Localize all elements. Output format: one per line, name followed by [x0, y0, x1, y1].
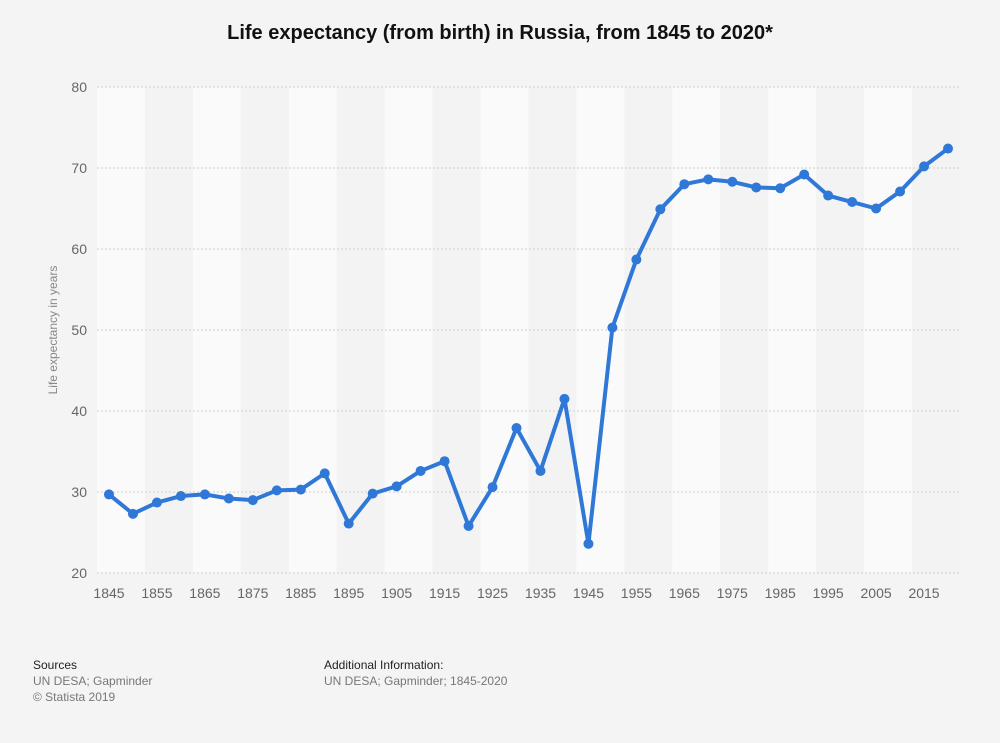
data-point	[511, 423, 522, 434]
data-point	[391, 481, 402, 492]
data-point	[535, 465, 546, 476]
data-point	[439, 456, 450, 467]
y-tick-label: 80	[71, 79, 87, 95]
background-band	[528, 87, 577, 573]
data-point	[727, 176, 738, 187]
x-tick-label: 1885	[285, 585, 316, 601]
background-band	[720, 87, 769, 573]
x-tick-label: 2015	[908, 585, 939, 601]
sources-line-1: UN DESA; Gapminder	[33, 674, 153, 688]
x-tick-label: 1905	[381, 585, 412, 601]
x-tick-label: 1985	[765, 585, 796, 601]
data-point	[895, 186, 906, 197]
data-point	[151, 497, 162, 508]
data-point	[583, 538, 594, 549]
data-point	[559, 393, 570, 404]
data-point	[775, 183, 786, 194]
x-tick-label: 1855	[141, 585, 172, 601]
x-tick-label: 1955	[621, 585, 652, 601]
data-point	[799, 169, 810, 180]
data-point	[415, 465, 426, 476]
background-band	[768, 87, 817, 573]
y-tick-label: 50	[71, 322, 87, 338]
sources-block: Sources UN DESA; Gapminder © Statista 20…	[33, 657, 152, 705]
x-tick-label: 2005	[861, 585, 892, 601]
data-point	[631, 254, 642, 265]
sources-line-2: © Statista 2019	[33, 690, 116, 704]
x-tick-label: 1865	[189, 585, 220, 601]
additional-info-title: Additional Information:	[324, 658, 444, 672]
data-point	[607, 322, 618, 333]
data-point	[199, 489, 210, 500]
data-point	[919, 161, 930, 172]
data-point	[295, 484, 306, 495]
data-point	[319, 468, 330, 479]
data-point	[271, 485, 282, 496]
y-axis-label: Life expectancy in years	[46, 266, 60, 395]
chart-title: Life expectancy (from birth) in Russia, …	[227, 22, 773, 44]
y-tick-label: 20	[71, 565, 87, 581]
data-point	[223, 493, 234, 504]
x-tick-label: 1925	[477, 585, 508, 601]
additional-info-block: Additional Information: UN DESA; Gapmind…	[324, 657, 507, 689]
series-layer	[103, 143, 954, 549]
sources-title: Sources	[33, 658, 78, 672]
y-axis-ticks: 20 30 40 50 60 70 80	[71, 79, 87, 581]
x-tick-label: 1965	[669, 585, 700, 601]
data-point	[175, 491, 186, 502]
data-point	[463, 521, 474, 532]
y-tick-label: 40	[71, 403, 87, 419]
x-tick-label: 1875	[237, 585, 268, 601]
data-point	[703, 174, 714, 185]
background-band	[624, 87, 673, 573]
background-band	[864, 87, 913, 573]
x-tick-label: 1895	[333, 585, 364, 601]
data-point	[751, 182, 762, 193]
data-point	[127, 508, 138, 519]
data-point	[823, 190, 834, 201]
data-point	[103, 489, 114, 500]
background-band	[816, 87, 865, 573]
data-point	[247, 495, 258, 506]
y-tick-label: 60	[71, 241, 87, 257]
x-tick-label: 1845	[93, 585, 124, 601]
data-point	[487, 482, 498, 493]
additional-info-line-1: UN DESA; Gapminder; 1845-2020	[324, 674, 508, 688]
x-tick-label: 1945	[573, 585, 604, 601]
background-band	[144, 87, 193, 573]
y-tick-label: 70	[71, 160, 87, 176]
x-tick-label: 1935	[525, 585, 556, 601]
data-point	[943, 143, 954, 154]
x-tick-label: 1915	[429, 585, 460, 601]
x-axis-ticks: 1845 1855 1865 1875 1885 1895 1905 1915 1925 1935…	[93, 585, 939, 601]
x-tick-label: 1975	[717, 585, 748, 601]
background-band	[672, 87, 721, 573]
data-point	[847, 197, 858, 208]
data-point	[679, 179, 690, 190]
data-point	[655, 204, 666, 215]
background-band	[384, 87, 433, 573]
y-tick-label: 30	[71, 484, 87, 500]
data-point	[367, 488, 378, 499]
x-tick-label: 1995	[813, 585, 844, 601]
data-point	[343, 518, 354, 529]
data-point	[871, 203, 882, 214]
